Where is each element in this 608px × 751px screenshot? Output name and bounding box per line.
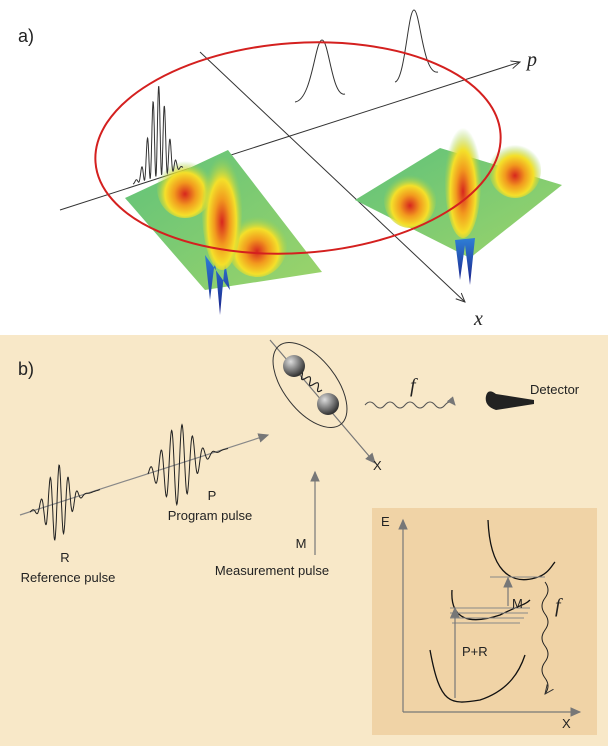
panel-a: a) p x [18,10,562,330]
measurement-label: Measurement pulse [215,563,329,578]
measurement-symbol: M [296,536,307,551]
atom [317,393,339,415]
atom [283,355,305,377]
reference-label: Reference pulse [21,570,116,585]
program-symbol: P [208,488,217,503]
figure: a) p x b) R Reference pulse P Program pu… [0,0,608,746]
wigner-peak [384,172,436,228]
wigner-fringes [445,122,481,238]
p-axis-label: p [525,49,537,71]
inset-measurement: M [512,596,523,611]
wigner-peak [489,142,541,198]
x-axis-label: x [473,308,483,330]
reference-symbol: R [60,550,69,565]
panel-label: a) [18,26,34,46]
panel-b: b) R Reference pulse P Program pulse X M… [0,330,608,746]
detector-label: Detector [530,382,580,397]
marginal-peak [395,10,438,82]
panel-label: b) [18,359,34,379]
marginal-peak [295,40,345,102]
program-label: Program pulse [168,508,253,523]
inset-background [372,508,597,735]
inset-pump: P+R [462,644,488,659]
molecule-axis-label: X [373,458,382,473]
inset-y-label: E [381,514,390,529]
inset-x-label: X [562,716,571,731]
